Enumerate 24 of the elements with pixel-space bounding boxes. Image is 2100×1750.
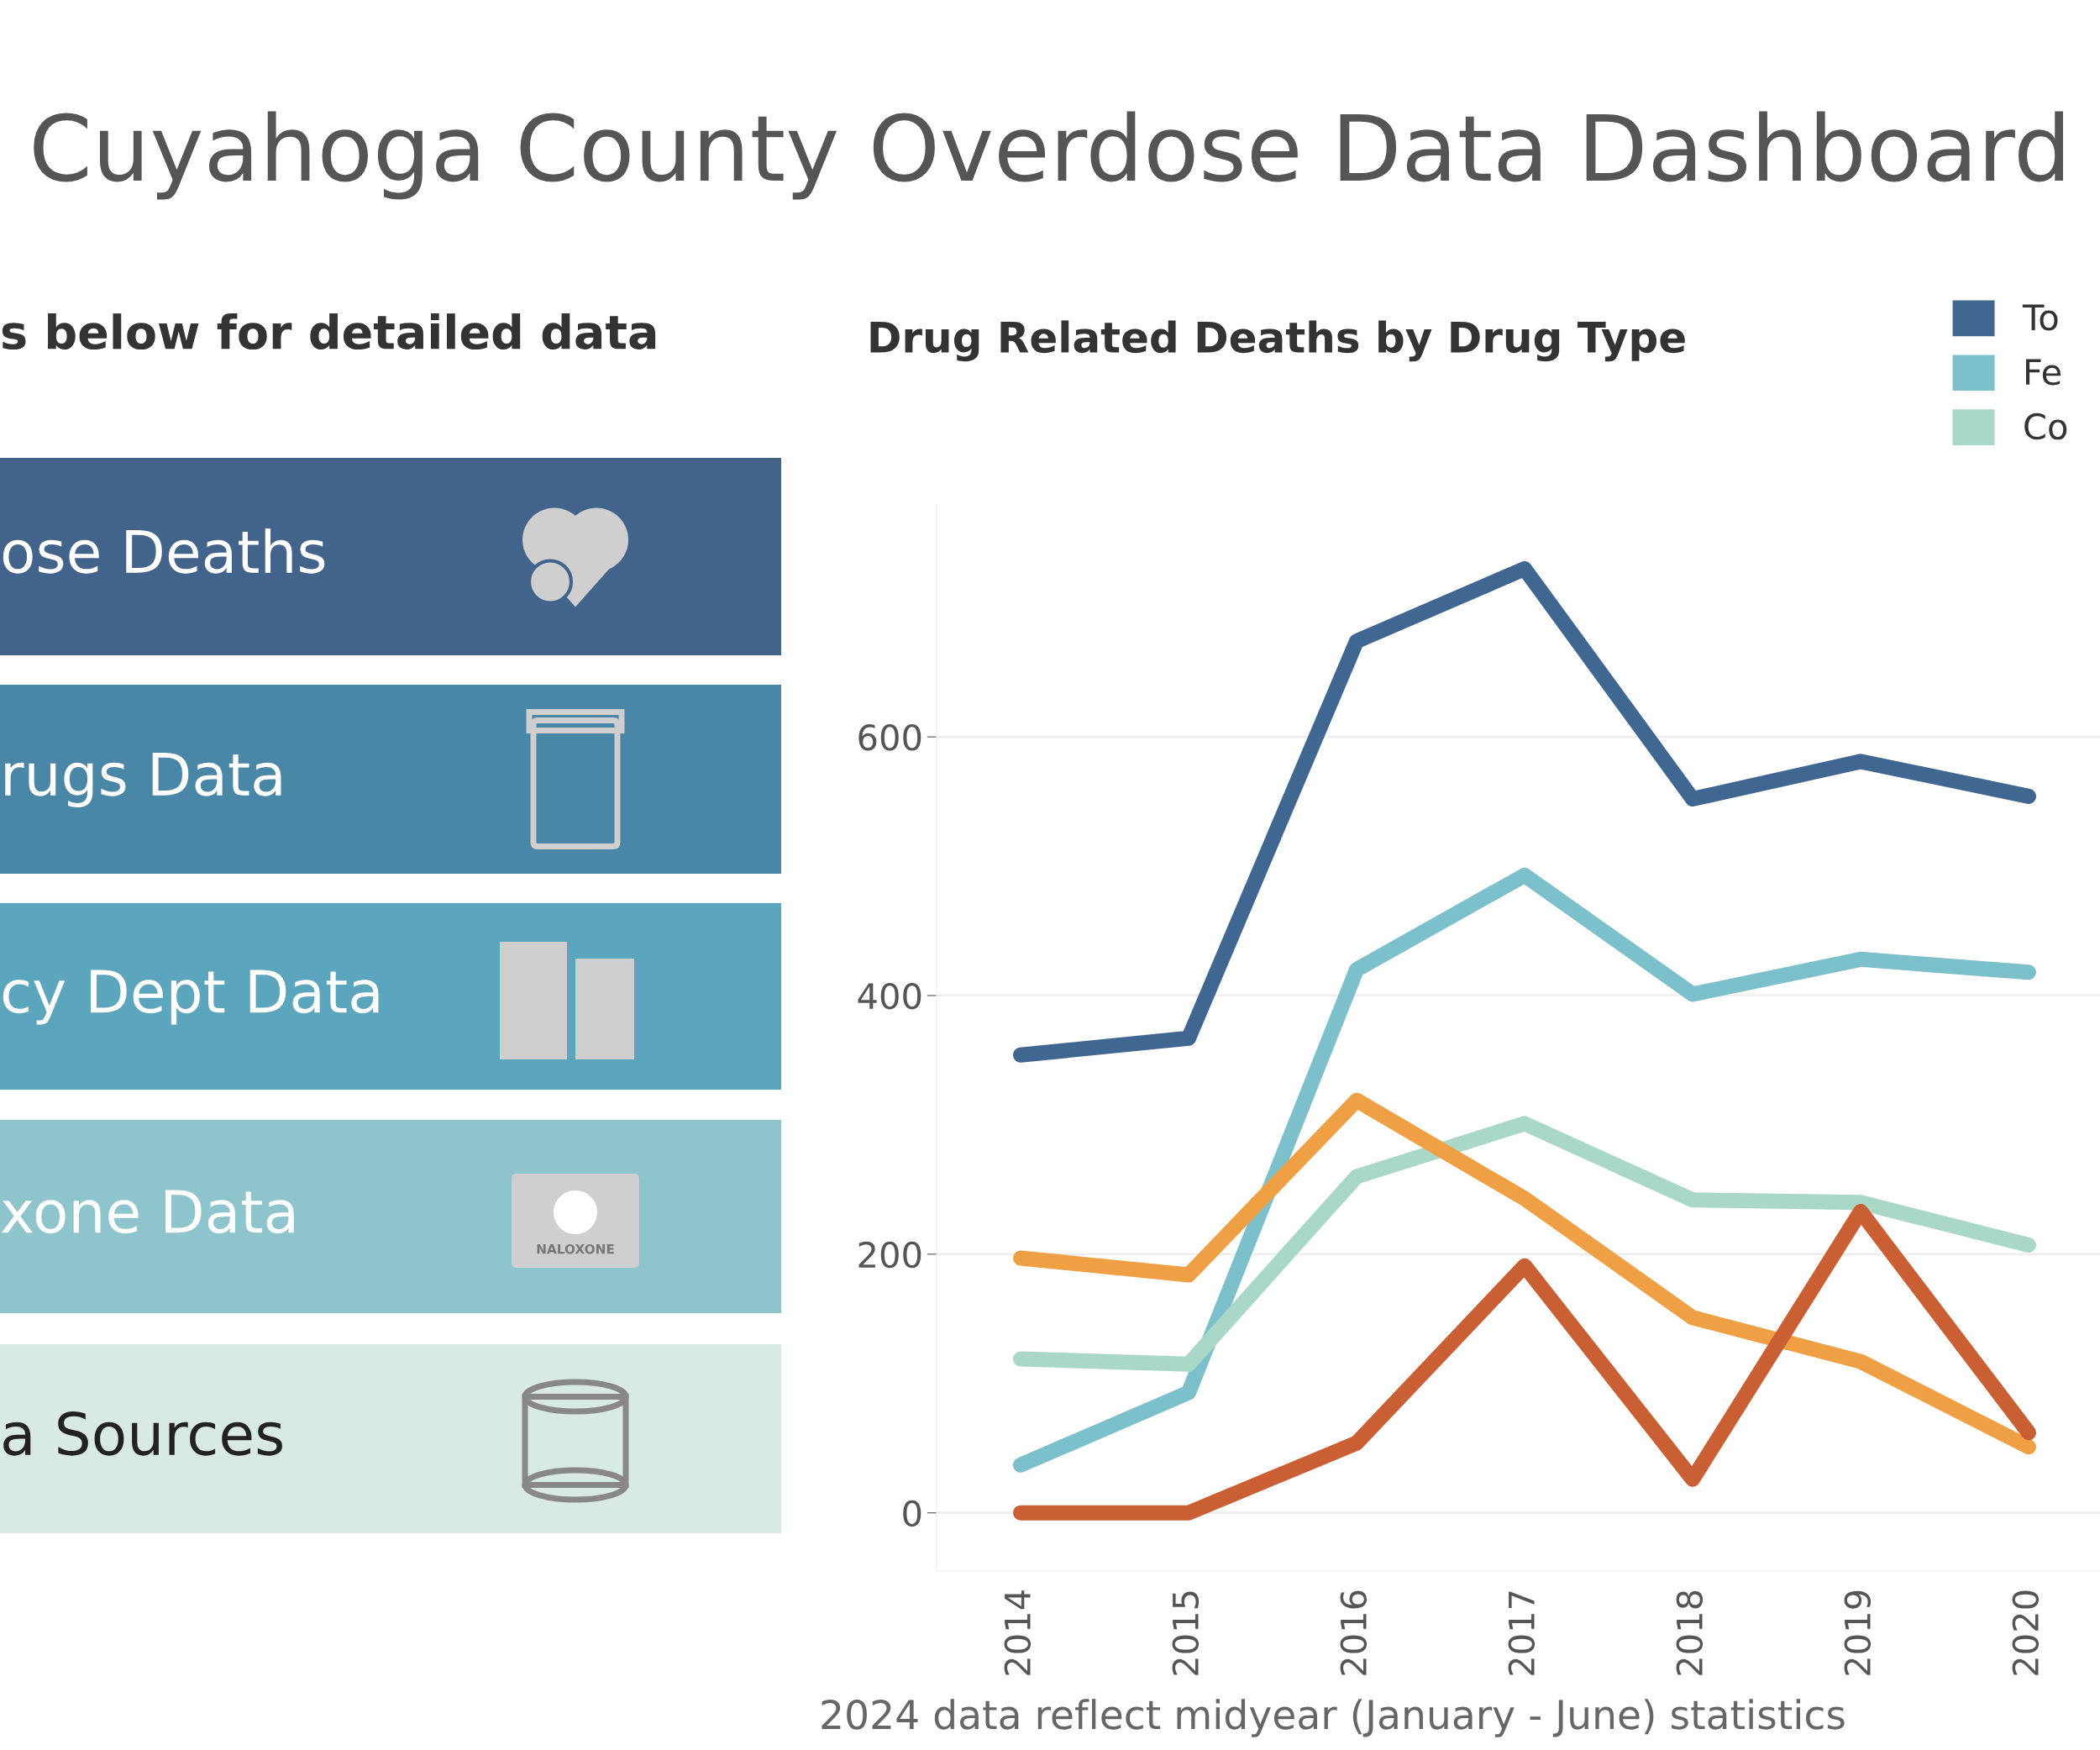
x-tick-label: 2020 <box>2012 1590 2040 1675</box>
legend-label: To <box>2022 304 2058 331</box>
y-tick-label: 200 <box>858 1241 921 1269</box>
text: Cuyahoga County Overdose Data Dashboard <box>34 111 2063 200</box>
category-label: xone Data <box>2 1190 294 1234</box>
text: NALOXONE <box>537 1243 614 1254</box>
category-label: a Sources <box>3 1411 282 1456</box>
text: s below for detailed data <box>2 313 656 350</box>
y-tick-label: 0 <box>903 1500 921 1527</box>
y-tick-label: 400 <box>858 982 921 1010</box>
chart-title: Drug Related Deaths by Drug Type <box>870 320 1685 362</box>
x-tick-label: 2014 <box>1004 1590 1032 1675</box>
text: 2024 data reflect midyear (January - June) statistics <box>822 1699 1845 1737</box>
y-tick-label: 600 <box>858 724 921 751</box>
legend-label: Co <box>2024 413 2067 440</box>
category-label: ose Deaths <box>3 528 325 574</box>
category-label: rugs Data <box>5 753 281 808</box>
x-tick-label: 2015 <box>1172 1591 1200 1675</box>
x-tick-label: 2018 <box>1676 1590 1704 1675</box>
x-tick-label: 2017 <box>1508 1591 1536 1675</box>
x-tick-label: 2016 <box>1340 1590 1368 1675</box>
category-label: cy Dept Data <box>3 970 379 1025</box>
legend-label: Fe <box>2026 359 2061 386</box>
x-tick-label: 2019 <box>1844 1590 1872 1675</box>
